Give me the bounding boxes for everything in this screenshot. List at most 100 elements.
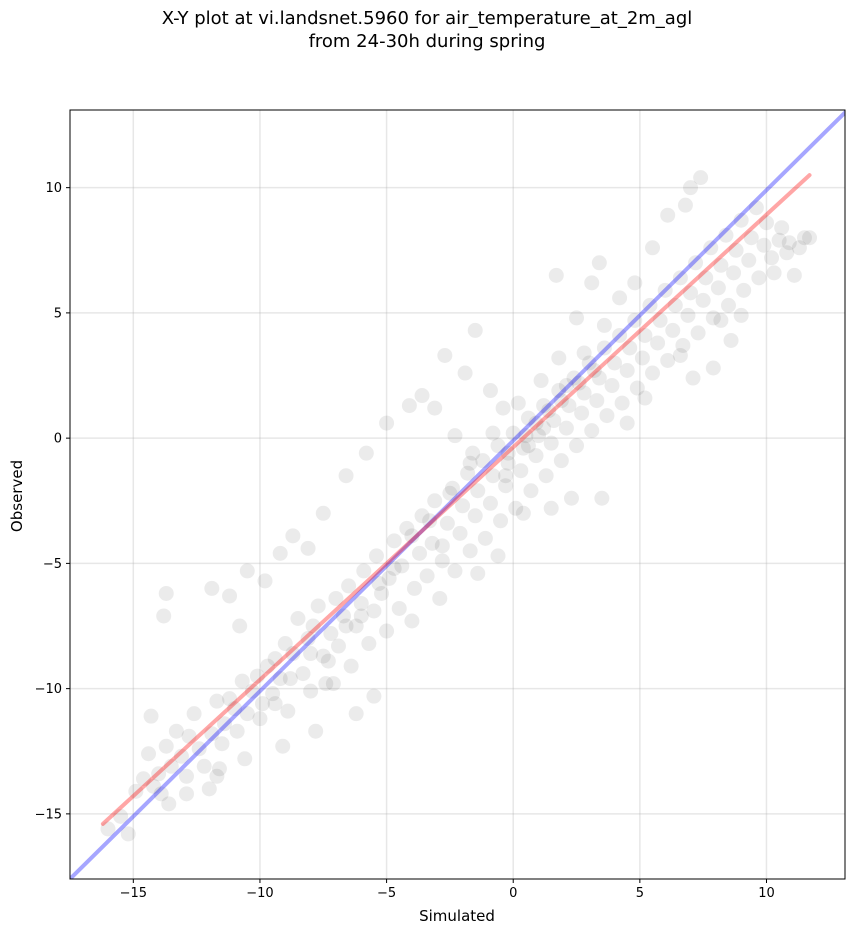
scatter-point (163, 758, 179, 774)
scatter-point (508, 500, 524, 516)
scatter-point (439, 515, 455, 531)
chart-title: X-Y plot at vi.landsnet.5960 for air_tem… (161, 8, 693, 29)
scatter-point (779, 245, 795, 261)
scatter-point (244, 683, 260, 699)
scatter-point (310, 598, 326, 614)
scatter-point (495, 400, 511, 416)
scatter-point (781, 235, 797, 251)
grid (70, 110, 845, 879)
scatter-point (485, 425, 501, 441)
scatter-point (368, 548, 384, 564)
scatter-point (348, 618, 364, 634)
scatter-point (574, 405, 590, 421)
scatter-point (510, 395, 526, 411)
scatter-point (419, 568, 435, 584)
scatter-point (414, 388, 430, 404)
scatter-point (391, 600, 407, 616)
scatter-point (604, 378, 620, 394)
scatter-point (447, 428, 463, 444)
scatter-point (596, 317, 612, 333)
scatter-point (186, 706, 202, 722)
y-tick-label: −10 (35, 682, 62, 697)
scatter-point (361, 636, 377, 652)
scatter-point (553, 393, 569, 409)
scatter-point (447, 563, 463, 579)
scatter-point (569, 310, 585, 326)
scatter-point (277, 636, 293, 652)
scatter-point (234, 673, 250, 689)
scatter-point (308, 723, 324, 739)
scatter-point (713, 257, 729, 273)
scatter-point (267, 651, 283, 667)
scatter-point (141, 746, 157, 762)
scatter-point (366, 603, 382, 619)
scatter-point (756, 237, 772, 253)
scatter-point (558, 378, 574, 394)
scatter-point (748, 200, 764, 216)
scatter-point (353, 608, 369, 624)
scatter-point (677, 197, 693, 213)
scatter-point (490, 548, 506, 564)
scatter-point (358, 445, 374, 461)
scatter-point (272, 545, 288, 561)
scatter-point (460, 465, 476, 481)
scatter-point (444, 480, 460, 496)
scatter-point (528, 415, 544, 431)
scatter-point (201, 781, 217, 797)
scatter-point (113, 808, 129, 824)
scatter-point (505, 425, 521, 441)
scatter-point (120, 826, 136, 842)
scatter-point (683, 180, 699, 196)
scatter-point (386, 560, 402, 576)
scatter-point (591, 255, 607, 271)
scatter-point (168, 723, 184, 739)
scatter-point (209, 693, 225, 709)
scatter-point (627, 275, 643, 291)
scatter-point (690, 325, 706, 341)
scatter-point (685, 370, 701, 386)
scatter-point (328, 590, 344, 606)
scatter-point (315, 505, 331, 521)
scatter-point (645, 365, 661, 381)
scatter-point (637, 327, 653, 343)
scatter-point (698, 270, 714, 286)
scatter-point (599, 408, 615, 424)
scatter-point (581, 355, 597, 371)
data-points (100, 170, 818, 842)
scatter-point (379, 623, 395, 639)
scatter-point (672, 347, 688, 363)
y-axis-label: Observed (8, 460, 26, 532)
scatter-point (518, 428, 534, 444)
scatter-point (543, 435, 559, 451)
scatter-point (596, 340, 612, 356)
scatter-point (300, 540, 316, 556)
scatter-point (452, 525, 468, 541)
scatter-point (442, 485, 458, 501)
scatter-point (455, 498, 471, 514)
scatter-point (477, 530, 493, 546)
scatter-point (536, 420, 552, 436)
scatter-point (338, 468, 354, 484)
scatter-point (791, 240, 807, 256)
scatter-point (665, 322, 681, 338)
scatter-point (470, 565, 486, 581)
scatter-point (374, 585, 390, 601)
scatter-point (371, 575, 387, 591)
scatter-point (356, 563, 372, 579)
scatter-point (726, 265, 742, 281)
scatter-point (290, 610, 306, 626)
scatter-point (536, 398, 552, 414)
x-tick-label: 0 (509, 886, 517, 901)
scatter-point (576, 345, 592, 361)
y-tick-label: −5 (43, 557, 62, 572)
scatter-point (272, 671, 288, 687)
fit-line (100, 173, 812, 826)
scatter-point (796, 230, 812, 246)
scatter-point (343, 658, 359, 674)
scatter-point (323, 626, 339, 642)
scatter-point (551, 383, 567, 399)
scatter-point (675, 337, 691, 353)
scatter-point (401, 398, 417, 414)
scatter-point (523, 483, 539, 499)
scatter-point (179, 786, 195, 802)
